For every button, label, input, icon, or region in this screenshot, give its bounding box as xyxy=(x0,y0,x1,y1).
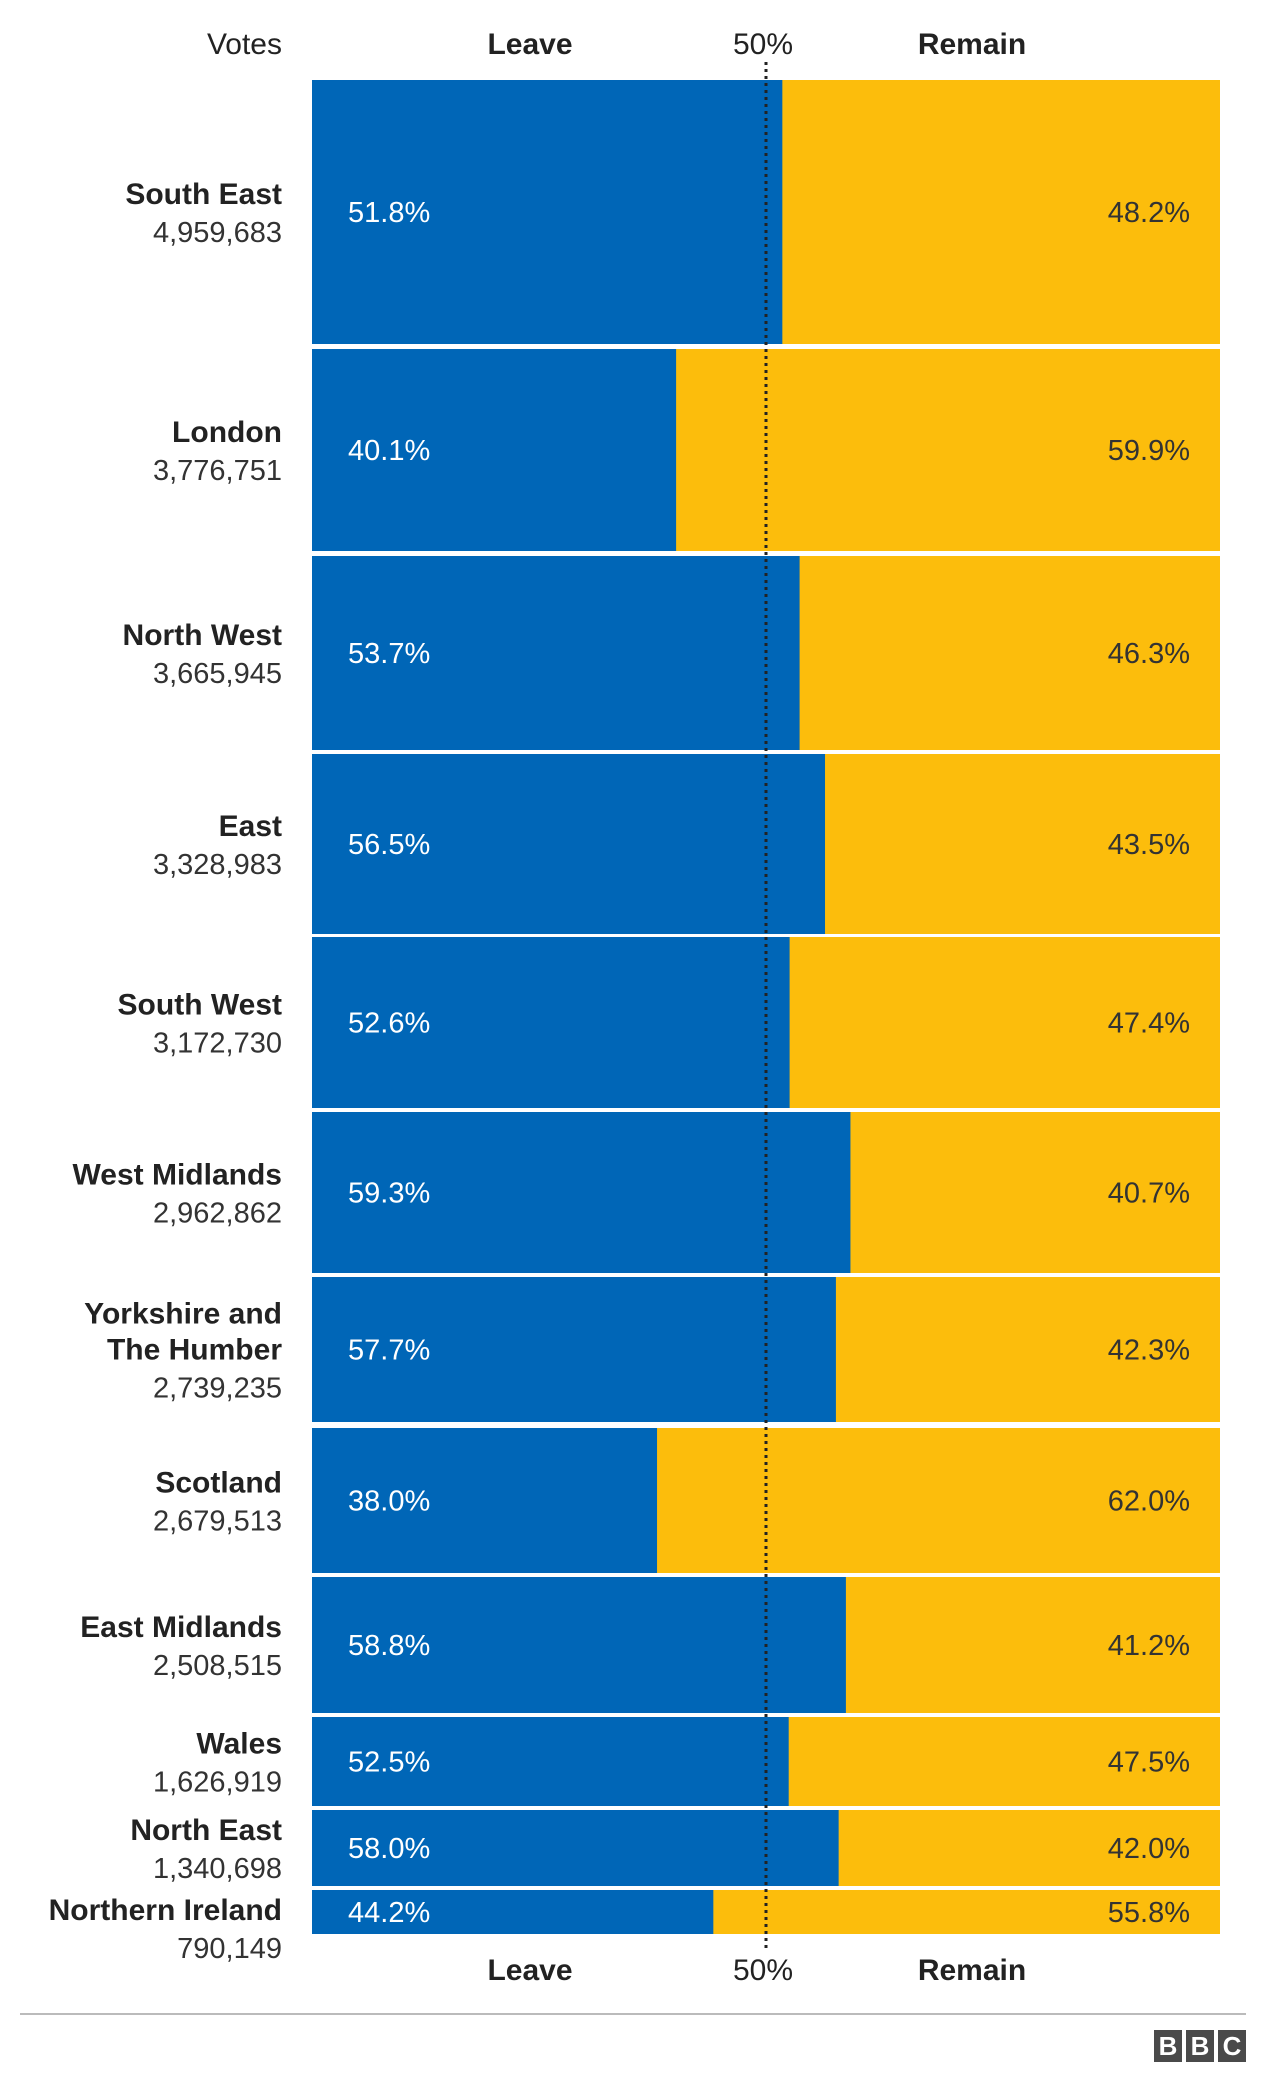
header-votes-label: Votes xyxy=(207,28,282,61)
leave-value-label-scotland: 38.0% xyxy=(348,1486,430,1518)
leave-bar-london xyxy=(312,349,677,551)
remain-value-label-north-east: 42.0% xyxy=(1108,1833,1190,1865)
bbc-logo: B B C xyxy=(1154,2030,1246,2062)
leave-bar-south-east xyxy=(312,80,783,344)
region-votes-north-east: 1,340,698 xyxy=(153,1853,282,1885)
row-separator xyxy=(312,1887,1220,1890)
leave-bar-east xyxy=(312,754,826,934)
region-name-london: London xyxy=(172,416,282,449)
leave-bar-east-midlands xyxy=(312,1577,846,1713)
footer-remain-label: Remain xyxy=(918,1954,1026,1987)
region-votes-northern-ireland: 790,149 xyxy=(177,1933,282,1965)
remain-value-label-east-midlands: 41.2% xyxy=(1108,1630,1190,1662)
region-votes-scotland: 2,679,513 xyxy=(153,1506,282,1538)
remain-value-label-east: 43.5% xyxy=(1108,829,1190,861)
row-separator xyxy=(312,1807,1220,1810)
region-votes-west-midlands: 2,962,862 xyxy=(153,1198,282,1230)
bbc-logo-letter-1: B xyxy=(1154,2030,1182,2062)
leave-bar-north-west xyxy=(312,556,800,750)
region-name-northern-ireland: Northern Ireland xyxy=(49,1894,282,1927)
region-votes-east: 3,328,983 xyxy=(153,849,282,881)
region-votes-yorkshire-and-the-humber: 2,739,235 xyxy=(153,1373,282,1405)
remain-value-label-london: 59.9% xyxy=(1108,435,1190,467)
leave-value-label-east-midlands: 58.8% xyxy=(348,1630,430,1662)
region-name-scotland: Scotland xyxy=(155,1467,282,1500)
remain-value-label-south-west: 47.4% xyxy=(1108,1008,1190,1040)
leave-value-label-west-midlands: 59.3% xyxy=(348,1178,430,1210)
region-votes-east-midlands: 2,508,515 xyxy=(153,1650,282,1682)
leave-bar-south-west xyxy=(312,937,790,1108)
leave-value-label-south-west: 52.6% xyxy=(348,1008,430,1040)
row-separator xyxy=(312,1425,1220,1428)
leave-bar-scotland xyxy=(312,1428,658,1573)
leave-bar-yorkshire-and-the-humber xyxy=(312,1277,836,1422)
footer-midpoint-label: 50% xyxy=(733,1954,793,1987)
remain-value-label-wales: 47.5% xyxy=(1108,1747,1190,1779)
remain-value-label-yorkshire-and-the-humber: 42.3% xyxy=(1108,1335,1190,1367)
region-name-east: East xyxy=(219,810,282,843)
row-separator xyxy=(312,346,1220,349)
leave-value-label-wales: 52.5% xyxy=(348,1747,430,1779)
region-name-wales: Wales xyxy=(196,1728,282,1761)
leave-value-label-south-east: 51.8% xyxy=(348,197,430,229)
remain-value-label-scotland: 62.0% xyxy=(1108,1486,1190,1518)
header-midpoint-label: 50% xyxy=(733,28,793,61)
remain-value-label-west-midlands: 40.7% xyxy=(1108,1178,1190,1210)
region-name-yorkshire-and-the-humber-line-1: Yorkshire and xyxy=(84,1298,282,1331)
region-votes-south-west: 3,172,730 xyxy=(153,1028,282,1060)
remain-value-label-northern-ireland: 55.8% xyxy=(1108,1897,1190,1929)
row-separator xyxy=(312,751,1220,754)
region-name-south-east: South East xyxy=(125,178,282,211)
region-votes-london: 3,776,751 xyxy=(153,455,282,487)
region-name-south-west: South West xyxy=(118,989,282,1022)
remain-value-label-north-west: 46.3% xyxy=(1108,638,1190,670)
leave-value-label-north-west: 53.7% xyxy=(348,638,430,670)
header-leave-label: Leave xyxy=(487,28,572,61)
region-name-yorkshire-and-the-humber-line-2: The Humber xyxy=(107,1334,282,1367)
leave-bar-west-midlands xyxy=(312,1112,851,1273)
region-votes-south-east: 4,959,683 xyxy=(153,217,282,249)
header-remain-label: Remain xyxy=(918,28,1026,61)
leave-bar-northern-ireland xyxy=(312,1890,714,1934)
remain-value-label-south-east: 48.2% xyxy=(1108,197,1190,229)
leave-value-label-northern-ireland: 44.2% xyxy=(348,1897,430,1929)
leave-value-label-yorkshire-and-the-humber: 57.7% xyxy=(348,1335,430,1367)
footer-leave-label: Leave xyxy=(487,1954,572,1987)
row-separator xyxy=(312,1109,1220,1112)
leave-value-label-london: 40.1% xyxy=(348,435,430,467)
leave-value-label-north-east: 58.0% xyxy=(348,1833,430,1865)
bbc-logo-letter-2: B xyxy=(1186,2030,1214,2062)
row-separator xyxy=(312,934,1220,937)
region-name-west-midlands: West Midlands xyxy=(73,1159,282,1192)
region-name-east-midlands: East Midlands xyxy=(80,1611,282,1644)
region-labels: South East 4,959,683 London 3,776,751 North … xyxy=(49,178,283,1965)
region-name-north-west: North West xyxy=(123,619,282,652)
region-votes-wales: 1,626,919 xyxy=(153,1767,282,1799)
leave-bar-wales xyxy=(312,1717,789,1806)
leave-bar-north-east xyxy=(312,1810,839,1886)
region-name-north-east: North East xyxy=(130,1814,282,1847)
bbc-logo-letter-3: C xyxy=(1218,2030,1246,2062)
region-votes-north-west: 3,665,945 xyxy=(153,658,282,690)
leave-value-label-east: 56.5% xyxy=(348,829,430,861)
